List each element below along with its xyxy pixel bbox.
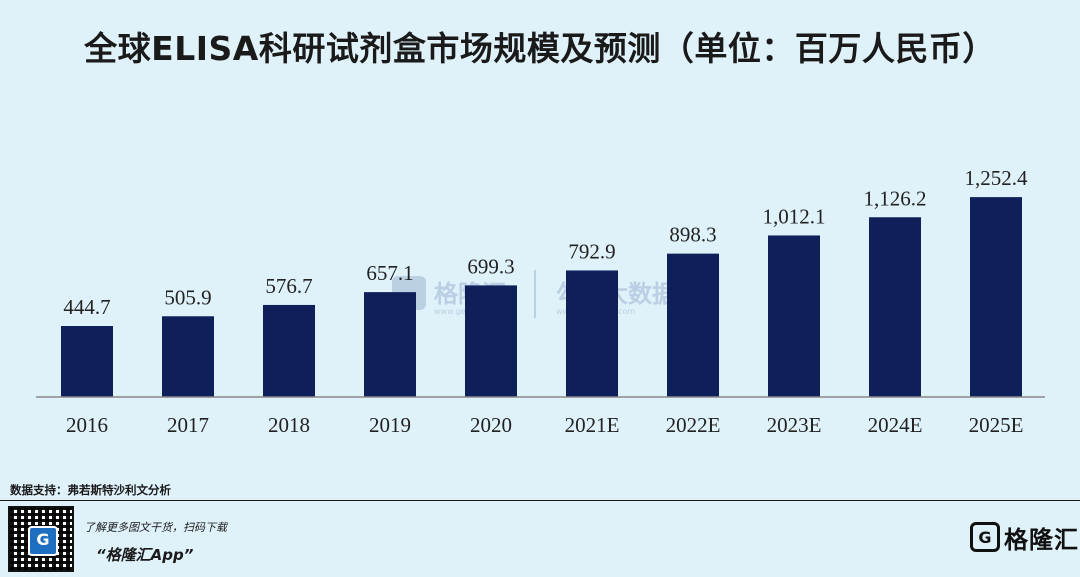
bar-2016 <box>61 326 113 397</box>
x-axis-ticks: 2016 2017 2018 2019 2020 2021E 2022E 2023E 2024E… <box>66 413 1023 437</box>
bar-2023E <box>768 235 820 397</box>
bar-2020 <box>465 285 517 397</box>
bar-2025E <box>970 197 1022 397</box>
bar-2022E <box>667 253 719 397</box>
value-label-2021E: 792.9 <box>568 239 615 263</box>
x-tick-2025E: 2025E <box>969 413 1024 437</box>
chart-title: 全球ELISA科研试剂盒市场规模及预测（单位：百万人民币） <box>84 29 996 68</box>
x-tick-2020: 2020 <box>470 413 512 437</box>
value-label-2022E: 898.3 <box>669 223 716 247</box>
promo-app-name: “格隆汇App” <box>96 546 194 564</box>
value-label-2019: 657.1 <box>366 261 413 285</box>
value-label-2024E: 1,126.2 <box>864 186 927 210</box>
value-label-2020: 699.3 <box>467 254 514 278</box>
data-source: 数据支持：弗若斯特沙利文分析 <box>10 483 171 497</box>
brand-name: 格隆汇 <box>1004 525 1079 554</box>
promo-text: 了解更多图文干货，扫码下载 <box>84 521 227 534</box>
value-label-2018: 576.7 <box>265 274 312 298</box>
x-tick-2016: 2016 <box>66 413 108 437</box>
bar-2018 <box>263 304 315 397</box>
brand-logo: G 格隆汇 <box>970 520 1079 554</box>
bar-2024E <box>869 217 921 397</box>
qr-logo-icon: G <box>28 526 58 556</box>
x-tick-2023E: 2023E <box>767 413 822 437</box>
x-tick-2017: 2017 <box>167 413 209 437</box>
bar-2021E <box>566 270 618 397</box>
value-label-2025E: 1,252.4 <box>965 166 1029 190</box>
x-tick-2022E: 2022E <box>666 413 721 437</box>
value-label-2017: 505.9 <box>164 285 211 309</box>
x-tick-2021E: 2021E <box>565 413 620 437</box>
bar-chart: 格隆汇 www.gelonghui.com 勾股大数据 www.gogudata… <box>36 166 1045 437</box>
x-tick-2024E: 2024E <box>868 413 923 437</box>
value-labels: 444.7 505.9 576.7 657.1 699.3 792.9 898.3 1,012… <box>63 166 1028 319</box>
brand-icon: G <box>970 522 1000 552</box>
watermark: 格隆汇 www.gelonghui.com 勾股大数据 www.gogudata… <box>392 270 676 318</box>
watermark-divider <box>534 270 536 318</box>
x-tick-2019: 2019 <box>369 413 411 437</box>
bar-2019 <box>364 292 416 397</box>
bars <box>61 197 1022 397</box>
value-label-2023E: 1,012.1 <box>763 204 826 228</box>
value-label-2016: 444.7 <box>63 295 110 319</box>
x-tick-2018: 2018 <box>268 413 310 437</box>
footer-divider <box>0 500 1080 501</box>
bar-2017 <box>162 316 214 397</box>
